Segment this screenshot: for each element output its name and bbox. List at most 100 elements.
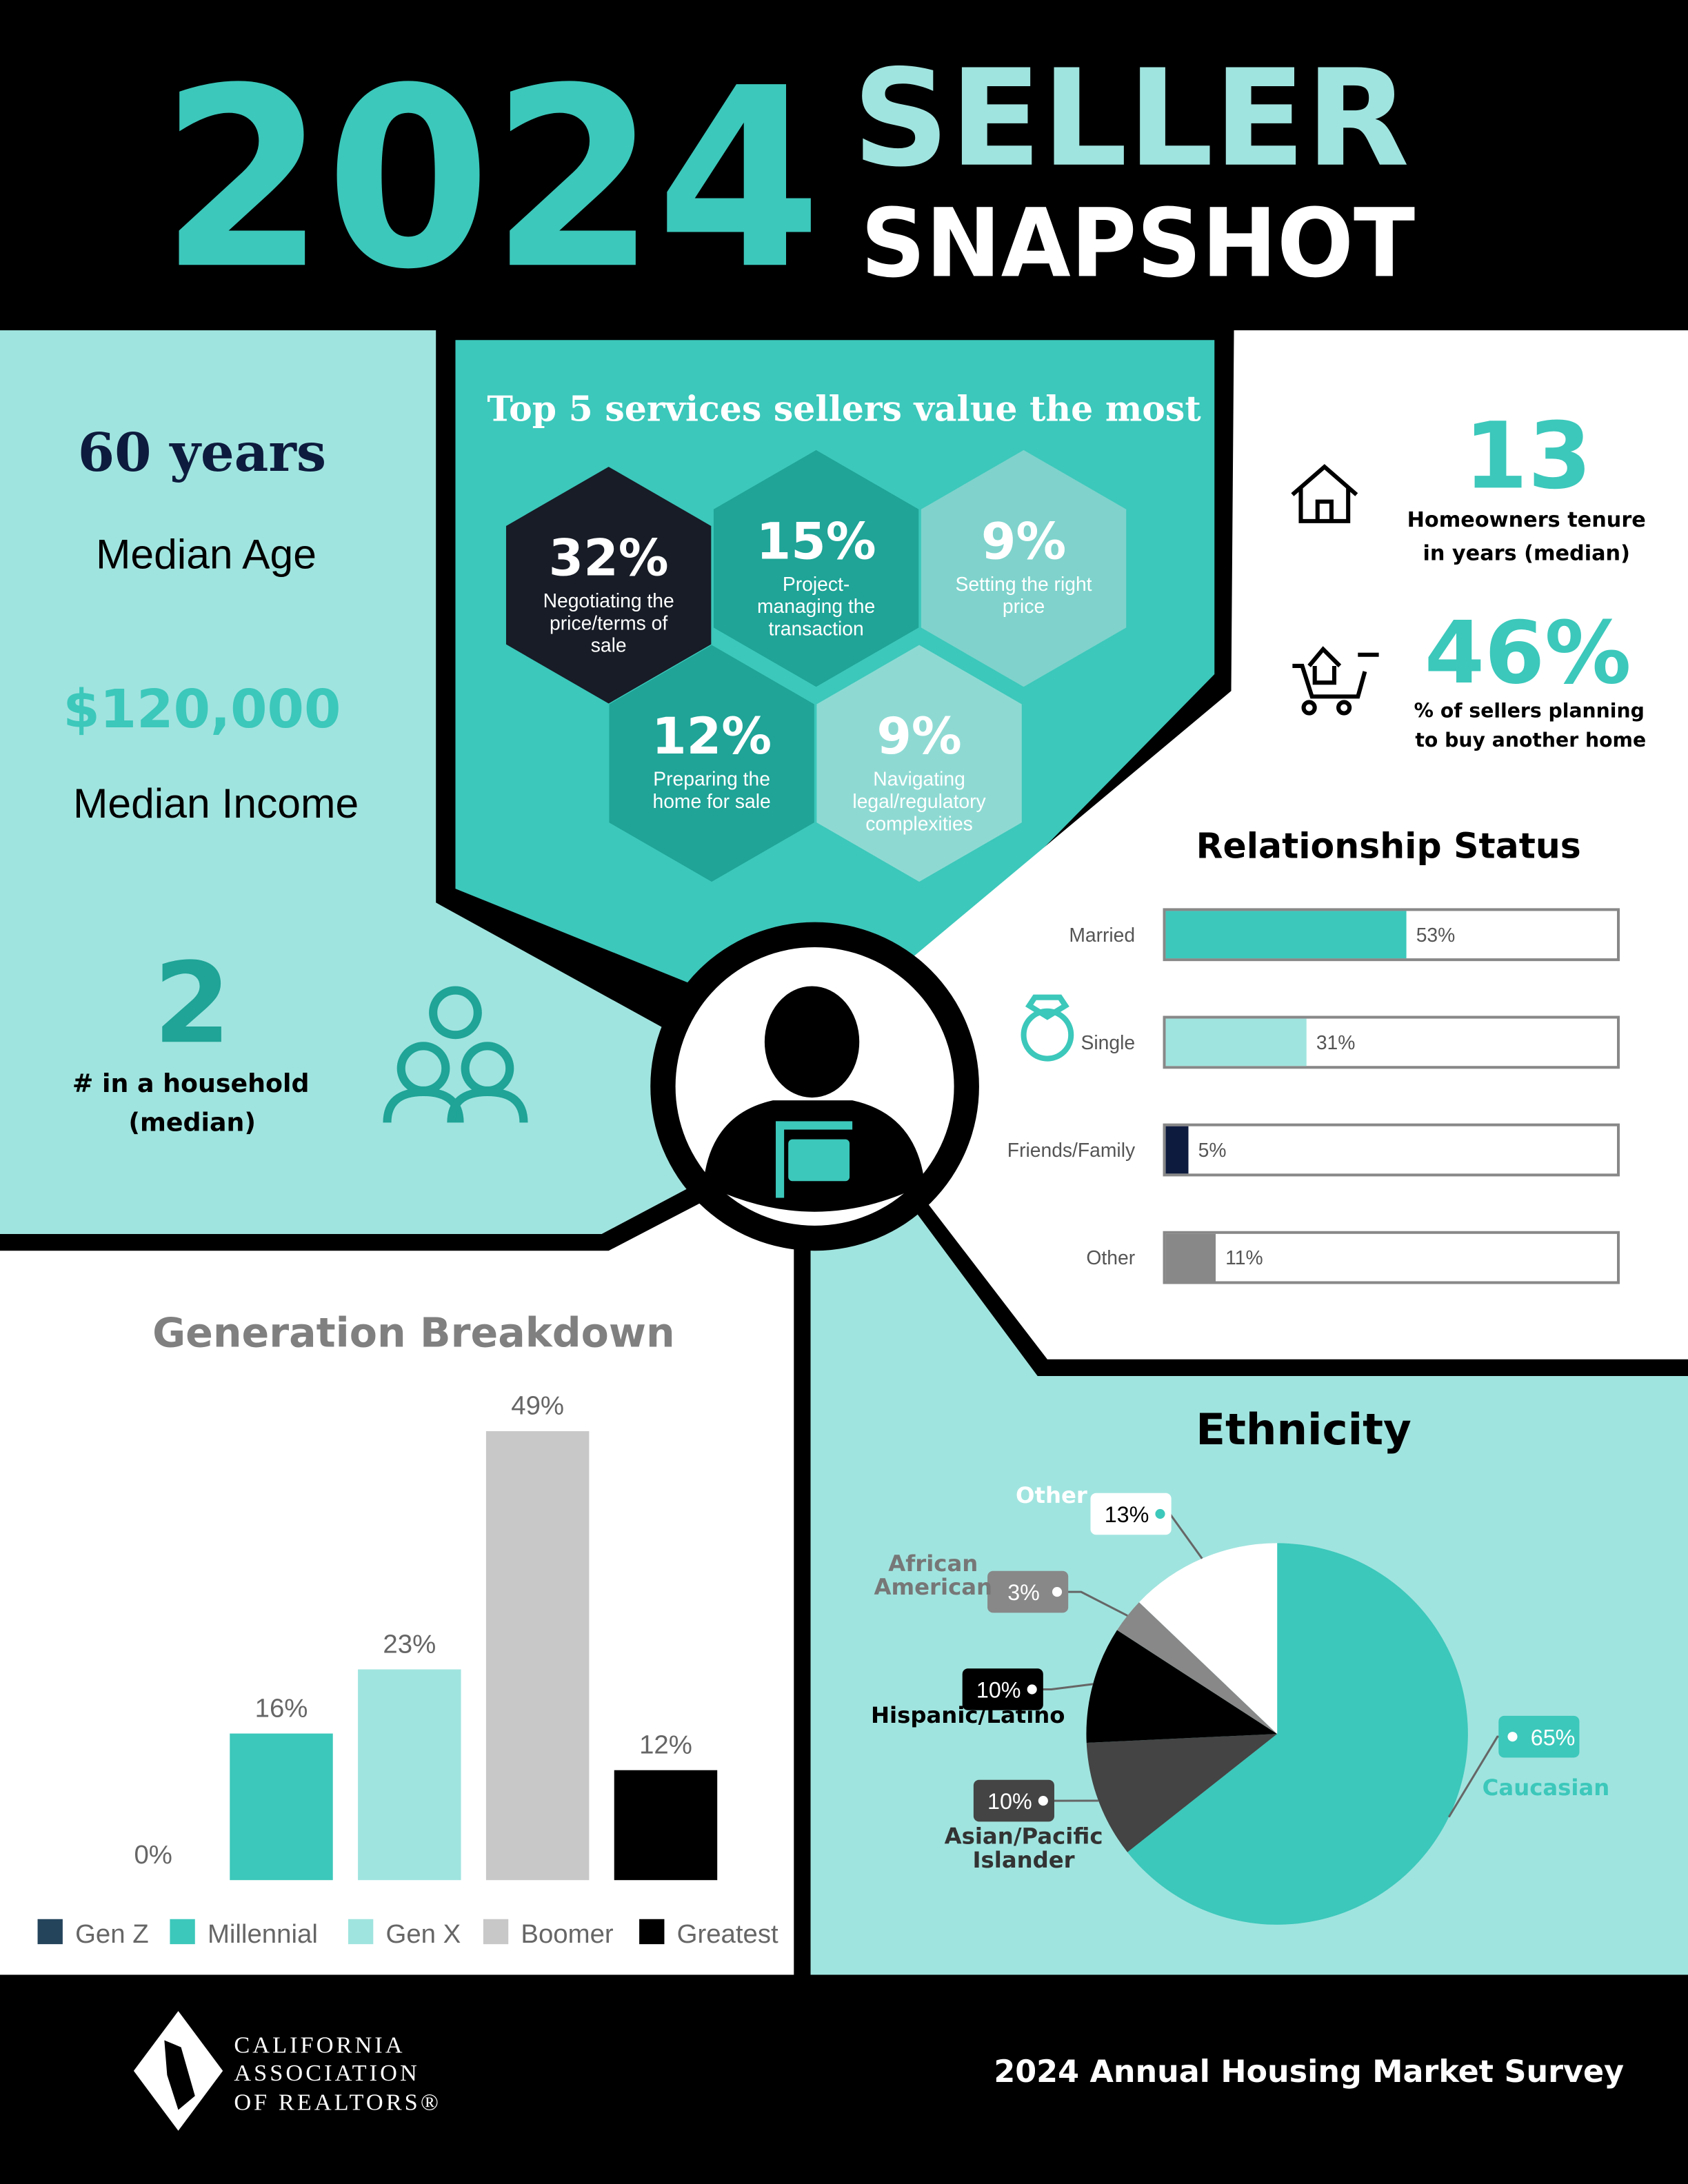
service-label: managing the bbox=[757, 595, 875, 617]
service-label: home for sale bbox=[652, 790, 770, 812]
legend-swatch bbox=[348, 1919, 374, 1945]
legend-label: Greatest bbox=[677, 1919, 778, 1949]
bar bbox=[230, 1733, 333, 1881]
hexagon bbox=[921, 449, 1127, 687]
median-age: 60 years bbox=[78, 422, 326, 484]
service-label: Navigating bbox=[873, 768, 965, 790]
legend-swatch bbox=[37, 1919, 63, 1945]
legend-label: Boomer bbox=[521, 1919, 614, 1949]
value-label: 12% bbox=[639, 1730, 692, 1759]
year: 2024 bbox=[160, 34, 821, 323]
median-income-label: Median Income bbox=[73, 780, 359, 827]
value-label: 10% bbox=[987, 1789, 1032, 1814]
value-tag bbox=[962, 1668, 1043, 1710]
generation-title: Generation Breakdown bbox=[152, 1310, 675, 1357]
household-label: (median) bbox=[128, 1108, 256, 1138]
relationship-chart: Married 53% Single 31% Friends/Family 5% Other… bbox=[1007, 908, 1620, 1284]
title-line2: SNAPSHOT bbox=[861, 189, 1415, 299]
pie-slice bbox=[1086, 1734, 1278, 1852]
seller-icon bbox=[703, 986, 925, 1212]
service-label: Setting the right bbox=[956, 573, 1092, 595]
org-name: ASSOCIATION bbox=[234, 2060, 420, 2086]
ethnicity-title: Ethnicity bbox=[1196, 1404, 1411, 1455]
value-label: 31% bbox=[1316, 1031, 1356, 1053]
category-text: Hispanic/Latino bbox=[871, 1703, 1065, 1729]
hexagon bbox=[816, 645, 1022, 882]
service-value: 12% bbox=[652, 708, 772, 766]
value-label: 23% bbox=[383, 1629, 436, 1659]
tag-dot bbox=[1507, 1732, 1518, 1742]
category-label: Other bbox=[1016, 1483, 1087, 1508]
value-tag bbox=[973, 1779, 1054, 1822]
category-label: African American bbox=[874, 1551, 993, 1601]
service-value: 15% bbox=[756, 513, 876, 571]
bar bbox=[358, 1669, 461, 1881]
legend-swatch bbox=[483, 1919, 509, 1945]
legend-label: Gen X bbox=[385, 1919, 461, 1949]
legend-swatch bbox=[639, 1919, 665, 1945]
median-age-label: Median Age bbox=[96, 531, 316, 578]
title-line1: SELLER bbox=[852, 41, 1409, 196]
bar-track bbox=[1163, 1231, 1620, 1284]
category-text: African American bbox=[874, 1551, 993, 1601]
hexagon bbox=[713, 449, 919, 687]
service-label: Preparing the bbox=[653, 768, 770, 790]
service-label: Negotiating the bbox=[543, 589, 674, 611]
service-label: price bbox=[1003, 595, 1045, 617]
value-label: 53% bbox=[1416, 924, 1456, 946]
service-value: 9% bbox=[876, 708, 961, 766]
value-label: 65% bbox=[1531, 1725, 1576, 1750]
buy-again-label: % of sellers planning bbox=[1414, 700, 1645, 722]
pie-slice bbox=[1117, 1602, 1278, 1735]
value-label: 5% bbox=[1198, 1139, 1227, 1161]
tag-dot bbox=[1052, 1587, 1063, 1597]
value-tag bbox=[1498, 1715, 1580, 1758]
category-label: Single bbox=[1081, 1031, 1136, 1053]
service-value: 32% bbox=[549, 530, 669, 588]
services-title: Top 5 services sellers value the most bbox=[487, 388, 1201, 429]
generation-panel bbox=[0, 1197, 794, 1975]
pie-slice bbox=[1086, 1630, 1278, 1743]
generation-chart: 0% Gen Z 16% Millennial 23% Gen X 49% Boomer 12%… bbox=[37, 1391, 778, 1949]
value-label: 49% bbox=[511, 1391, 564, 1421]
bar bbox=[1165, 1233, 1216, 1282]
legend-label: Millennial bbox=[208, 1919, 318, 1949]
tenure-value: 13 bbox=[1464, 403, 1592, 509]
category-text: Asian/Pacific Islander bbox=[944, 1824, 1103, 1874]
cart-icon bbox=[1292, 646, 1379, 716]
bar bbox=[485, 1430, 590, 1881]
service-value: 9% bbox=[981, 513, 1066, 571]
service-label: legal/regulatory bbox=[852, 790, 986, 812]
category-label: Caucasian bbox=[1483, 1776, 1610, 1799]
tag-dot bbox=[1038, 1796, 1048, 1806]
service-label: transaction bbox=[768, 618, 863, 640]
legend-label: Gen Z bbox=[75, 1919, 149, 1949]
value-label: 10% bbox=[976, 1678, 1021, 1703]
bar bbox=[1165, 911, 1407, 959]
people-icon bbox=[383, 986, 528, 1123]
pie-slice bbox=[1138, 1543, 1278, 1735]
category-label: Other bbox=[1086, 1246, 1135, 1268]
logo bbox=[133, 2011, 223, 2131]
bar-track bbox=[1163, 1123, 1620, 1177]
category-label: Married bbox=[1069, 924, 1135, 946]
value-tag bbox=[1090, 1493, 1172, 1535]
category-text: Other bbox=[1016, 1483, 1087, 1508]
right-panel bbox=[891, 330, 1688, 1359]
value-label: 16% bbox=[255, 1693, 308, 1723]
org-name: CALIFORNIA bbox=[234, 2032, 405, 2059]
relationship-title: Relationship Status bbox=[1196, 826, 1581, 867]
household: 2 bbox=[154, 939, 231, 1069]
ethnicity-chart: 65% Caucasian 10% Asian/Pacific Islander 10%… bbox=[871, 1483, 1610, 1925]
org-name: OF REALTORS® bbox=[234, 2089, 441, 2115]
value-label: 11% bbox=[1225, 1246, 1263, 1268]
buy-again-value: 46% bbox=[1425, 603, 1631, 703]
service-label: sale bbox=[591, 634, 627, 656]
bar bbox=[1165, 1018, 1307, 1066]
house-icon bbox=[1291, 464, 1358, 523]
category-label: Asian/Pacific Islander bbox=[944, 1824, 1103, 1874]
service-label: complexities bbox=[865, 812, 973, 834]
ring-icon bbox=[1021, 994, 1074, 1062]
